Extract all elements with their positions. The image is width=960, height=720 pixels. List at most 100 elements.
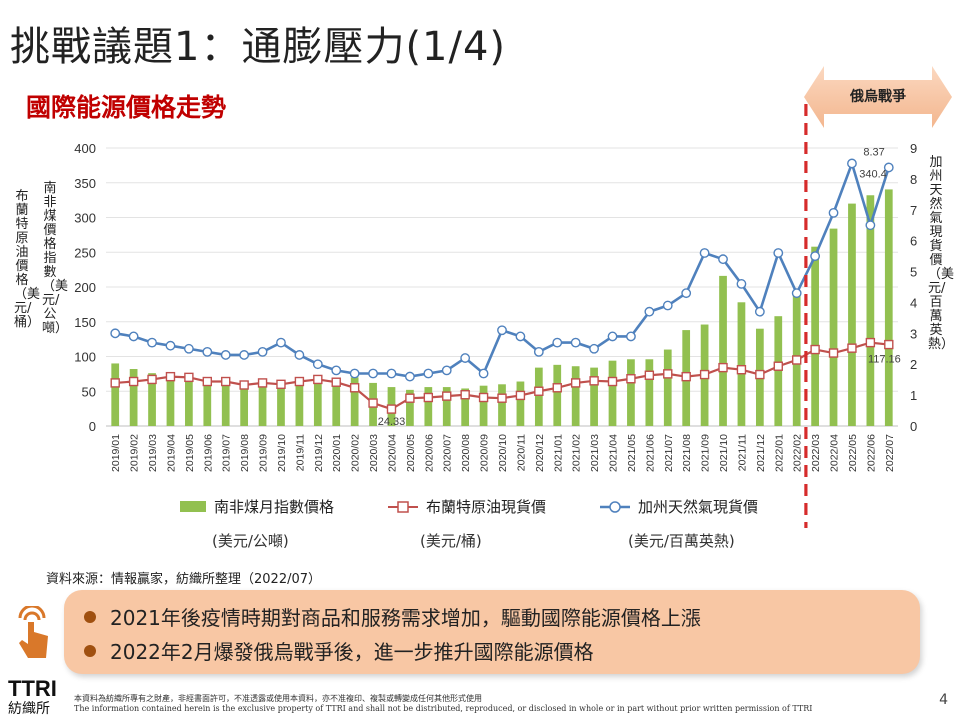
gas-point <box>607 331 618 342</box>
gas-point <box>202 346 213 357</box>
x-tick-label: 2021/06 <box>644 434 656 472</box>
gas-point <box>644 306 655 317</box>
legend-label-brent: 布蘭特原油現貨價 <box>426 498 547 516</box>
gas-point <box>791 288 802 299</box>
legend-swatch-coal <box>180 501 206 512</box>
energy-price-chart: 0 50 100 150 200 250 300 350 400 0 1 2 3 4 5 6 7 8 9 2019/0… <box>74 104 917 528</box>
coal-bar <box>442 387 451 426</box>
x-tick-label: 2020/03 <box>368 434 380 472</box>
gas-point <box>165 340 176 351</box>
brent-point <box>718 362 728 373</box>
x-tick-label: 2019/05 <box>184 434 196 472</box>
brent-point <box>331 377 341 387</box>
right-tick-label: 1 <box>910 388 917 403</box>
gas-point <box>128 331 139 342</box>
brent-point <box>294 376 305 387</box>
x-tick-label: 2020/01 <box>331 434 343 472</box>
brent-point <box>552 383 562 393</box>
disclaimer-en: The information contained herein is the … <box>74 704 813 713</box>
gas-point <box>257 346 268 357</box>
coal-bar <box>829 228 838 426</box>
brent-point <box>368 398 378 408</box>
tap-hand-icon <box>18 606 48 658</box>
coal-bar <box>774 316 783 426</box>
x-tick-label: 2019/03 <box>147 434 159 472</box>
left-tick-label: 350 <box>74 176 96 191</box>
x-tick-label: 2022/01 <box>773 434 785 472</box>
brent-point <box>515 390 526 401</box>
right-tick-label: 8 <box>910 172 917 187</box>
x-tick-label: 2019/11 <box>294 434 306 471</box>
legend-swatch-gas <box>600 500 630 513</box>
x-tick-label: 2020/11 <box>515 434 527 471</box>
gas-point <box>478 368 489 379</box>
coal-bar <box>498 384 506 426</box>
war-arrow-shape <box>804 66 952 128</box>
coal-bar <box>719 275 727 426</box>
gas-point <box>589 343 599 354</box>
brent-point <box>110 378 120 388</box>
x-tick-label: 2021/05 <box>626 434 638 472</box>
x-tick-label: 2019/02 <box>129 434 141 472</box>
legend-unit-coal: (美元/公噸) <box>212 532 289 550</box>
gas-point <box>294 350 305 360</box>
brent-point <box>276 379 286 389</box>
brent-point <box>165 371 176 382</box>
summary-bullet-2-text: 2022年2月爆發俄烏戰爭後，進一步推升國際能源價格 <box>110 640 594 664</box>
x-tick-label: 2021/09 <box>700 434 712 472</box>
coal-bar <box>203 378 212 426</box>
data-label: 8.37 <box>863 146 884 158</box>
legend-label-coal: 南非煤月指數價格 <box>214 498 335 516</box>
x-tick-label: 2020/10 <box>497 434 509 472</box>
x-tick-label: 2021/03 <box>589 434 601 472</box>
brent-point <box>257 378 268 388</box>
brent-point <box>865 337 876 348</box>
x-tick-label: 2019/09 <box>258 434 270 472</box>
x-tick-label: 2020/06 <box>423 434 435 472</box>
brent-point <box>386 404 397 414</box>
x-tick-label: 2020/09 <box>479 434 491 472</box>
x-tick-label: 2019/08 <box>239 434 251 472</box>
legend-item-coal: 南非煤月指數價格 <box>180 496 334 517</box>
data-label: 24.33 <box>378 416 406 428</box>
coal-bar <box>350 377 359 426</box>
left-tick-label: 50 <box>82 384 96 399</box>
brent-point <box>570 378 581 388</box>
gas-point <box>386 368 397 379</box>
gas-point <box>865 220 876 231</box>
gas-point <box>847 158 857 169</box>
brent-point <box>607 376 618 387</box>
coal-bar <box>406 389 414 426</box>
gas-point <box>349 368 360 379</box>
coal-bar <box>534 367 543 426</box>
gas-point <box>681 288 692 299</box>
x-tick-label: 2022/04 <box>829 434 841 472</box>
x-tick-label: 2021/12 <box>755 434 767 472</box>
x-tick-label: 2021/10 <box>718 434 730 472</box>
brent-point <box>626 374 636 384</box>
summary-box: 2021年後疫情時期對商品和服務需求增加，驅動國際能源價格上漲 2022年2月爆… <box>64 590 920 674</box>
gas-point <box>626 331 636 342</box>
coal-bar <box>866 195 875 426</box>
coal-bar <box>461 388 470 426</box>
brent-point <box>736 365 747 375</box>
coal-bar <box>221 380 230 426</box>
brent-point <box>828 348 839 358</box>
left-tick-label: 300 <box>74 211 96 226</box>
brent-point <box>847 343 857 353</box>
coal-bar <box>645 359 654 426</box>
x-tick-label: 2020/04 <box>386 434 398 472</box>
data-label: 117.16 <box>868 354 901 366</box>
brent-point <box>239 380 249 390</box>
gas-point <box>699 248 710 258</box>
gas-point <box>441 365 452 376</box>
gas-point <box>239 350 250 360</box>
gas-series-line <box>114 159 891 378</box>
brent-point <box>791 355 802 365</box>
summary-bullet-1-text: 2021年後疫情時期對商品和服務需求增加，驅動國際能源價格上漲 <box>110 606 701 630</box>
x-tick-label: 2019/04 <box>165 434 177 472</box>
x-tick-label: 2022/07 <box>884 434 896 472</box>
coal-bar <box>590 367 598 426</box>
coal-bar <box>166 373 175 426</box>
gas-point <box>220 350 231 360</box>
